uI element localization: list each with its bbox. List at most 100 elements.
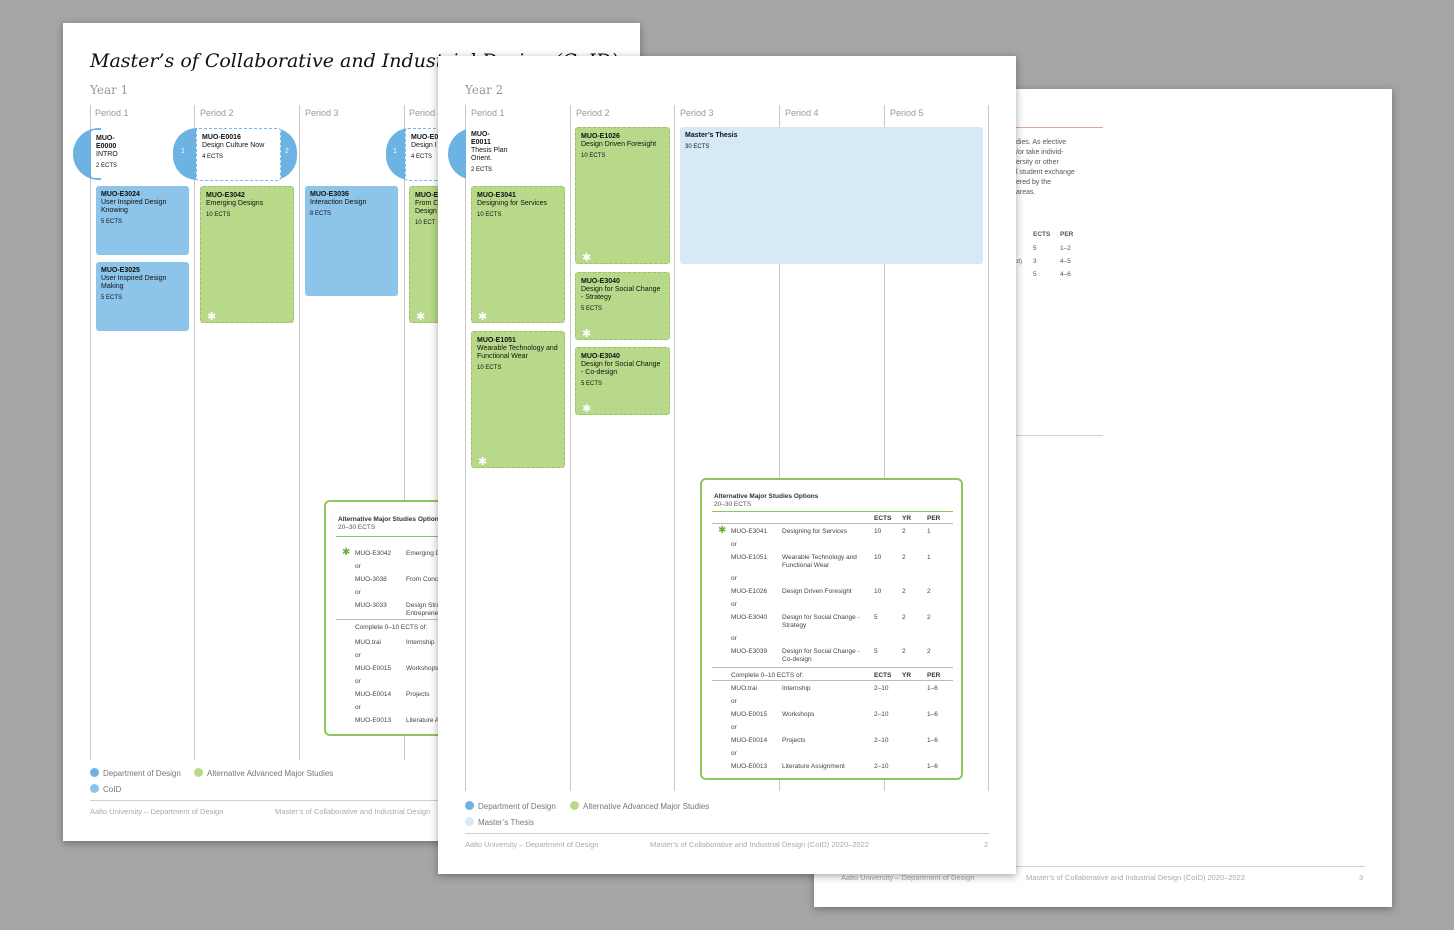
section-rule: [1014, 435, 1103, 436]
text-line: ered by the: [1016, 179, 1052, 186]
grid-line: [194, 105, 195, 760]
alt-code: MUO-E0015: [355, 665, 392, 672]
alt-name: Workshops: [782, 711, 815, 718]
asterisk-icon: ✱: [582, 403, 592, 415]
text-line: dies. As elective: [1016, 139, 1067, 146]
course-code: Master’s Thesis: [685, 132, 738, 139]
alt-rule: [712, 667, 953, 668]
course-design-culture[interactable]: MUO-E0016 Design Culture Now 4 ECTS: [196, 128, 281, 181]
alt-ects: 10: [874, 588, 882, 595]
grid-line: [779, 105, 780, 791]
course-user-making[interactable]: MUO-E3025 User Inspired Design Making 5 …: [96, 262, 189, 331]
red-rule: [1014, 127, 1103, 128]
course-interaction-design[interactable]: MUO-E3036 Interaction Design 8 ECTS: [305, 186, 398, 296]
alt-ects: 2–10: [874, 737, 889, 744]
row-prefix: pt): [1015, 259, 1023, 265]
course-wearable-tech[interactable]: MUO-E1051 Wearable Technology and Functi…: [471, 331, 565, 468]
alt-per: 1–6: [927, 763, 938, 770]
page-number: 2: [984, 840, 989, 849]
course-code: MUO-E3041: [477, 192, 516, 199]
course-ects: 5 ECTS: [581, 306, 603, 312]
course-social-change-strategy[interactable]: MUO-E3040 Design for Social Change - Str…: [575, 272, 670, 340]
legend-label: Master’s Thesis: [478, 818, 535, 827]
legend-swatch: [90, 768, 99, 777]
course-ects: 5 ECTS: [101, 295, 123, 301]
course-code: E0000: [96, 143, 117, 150]
alt-per: 1: [927, 528, 931, 535]
legend-item: Alternative Advanced Major Studies: [570, 801, 709, 811]
course-name: Design I: [411, 142, 437, 149]
yr-header: YR: [902, 672, 912, 679]
course-thesis-plan[interactable]: MUO- E0011 Thesis Plan Orient. 2 ECTS: [466, 126, 526, 182]
course-name: From C Design: [415, 200, 439, 215]
course-code: MUO-E3042: [206, 192, 245, 199]
alt-per: 1–6: [927, 685, 938, 692]
alt-ects: 10: [874, 554, 882, 561]
year-label: Year 1: [90, 83, 129, 97]
grid-line: [884, 105, 885, 791]
asterisk-icon: ✱: [582, 328, 592, 340]
alt-code: MUO-E1051: [731, 554, 768, 561]
period-label: Period 4: [785, 108, 819, 118]
alt-name: Workshops: [406, 665, 439, 672]
asterisk-icon: ✱: [342, 547, 351, 558]
period-label: Period 1: [471, 108, 505, 118]
course-ects: 2 ECTS: [96, 163, 118, 169]
alt-yr: 2: [902, 614, 906, 621]
course-code: MUO-: [96, 135, 115, 142]
course-name: Designing for Services: [477, 200, 548, 207]
circle-label: 1: [181, 148, 185, 155]
per-header: PER: [1060, 231, 1074, 238]
legend-swatch: [465, 801, 474, 810]
alt-code: MUO-E0015: [731, 711, 768, 718]
course-code: MUO-E: [415, 192, 439, 199]
alt-subtitle: 20–30 ECTS: [714, 501, 752, 508]
alt-or: or: [731, 724, 737, 731]
course-ects: 5 ECTS: [101, 219, 123, 225]
alt-name: Literature A: [406, 717, 440, 724]
course-code: MUO-E1026: [581, 133, 620, 140]
alt-code: MUO-E1026: [731, 588, 768, 595]
course-ects: 5 ECTS: [581, 381, 603, 387]
per-header: PER: [927, 672, 941, 679]
per-header: PER: [927, 515, 941, 522]
alt-ects: 2–10: [874, 763, 889, 770]
footer-rule: [90, 800, 490, 801]
course-intro[interactable]: MUO- E0000 INTRO 2 ECTS: [91, 130, 143, 178]
alt-name: Internship: [782, 685, 811, 692]
asterisk-icon: ✱: [478, 456, 488, 468]
row-per: 1–2: [1060, 245, 1071, 252]
alt-name: Projects: [782, 737, 806, 744]
alt-code: MUO-E3041: [731, 528, 768, 535]
course-masters-thesis[interactable]: Master’s Thesis 30 ECTS: [680, 127, 983, 264]
row-per: 4–6: [1060, 271, 1071, 278]
alt-or: or: [355, 563, 361, 570]
legend-item: Department of Design: [465, 801, 556, 811]
period-label: Period 2: [200, 108, 234, 118]
course-name: Design for Social Change - Co-design: [581, 361, 661, 376]
legend-label: CoID: [103, 785, 122, 794]
alt-ects: 10: [874, 528, 882, 535]
grid-line: [570, 105, 571, 791]
alt-ects: 5: [874, 614, 878, 621]
asterisk-icon: ✱: [582, 252, 592, 264]
course-ects: 10 ECTS: [206, 212, 231, 218]
course-designing-services[interactable]: MUO-E3041 Designing for Services 10 ECTS…: [471, 186, 565, 323]
alt-or: or: [731, 750, 737, 757]
course-code: MUO-E0016: [202, 134, 241, 141]
course-name: User Inspired Design Knowing: [101, 199, 167, 214]
course-social-change-codesign[interactable]: MUO-E3040 Design for Social Change - Co-…: [575, 347, 670, 415]
grid-line: [404, 105, 405, 760]
course-name: Thesis Plan Orient.: [471, 147, 508, 162]
footer-left: Aalto University – Department of Design: [90, 807, 224, 816]
course-user-knowing[interactable]: MUO-E3024 User Inspired Design Knowing 5…: [96, 186, 189, 255]
course-name: Design Culture Now: [202, 142, 265, 149]
course-design-driven-foresight[interactable]: MUO-E1026 Design Driven Foresight 10 ECT…: [575, 127, 670, 264]
alt-rule: [712, 523, 953, 524]
legend-item: Alternative Advanced Major Studies: [194, 768, 333, 778]
alt-subtitle: 20–30 ECTS: [338, 524, 376, 531]
course-ects: 10 ECTS: [581, 153, 606, 159]
course-emerging-designs[interactable]: MUO-E3042 Emerging Designs 10 ECTS ✱: [200, 186, 294, 323]
alt-ects: 2–10: [874, 711, 889, 718]
footer-left: Aalto University – Department of Design: [465, 840, 599, 849]
